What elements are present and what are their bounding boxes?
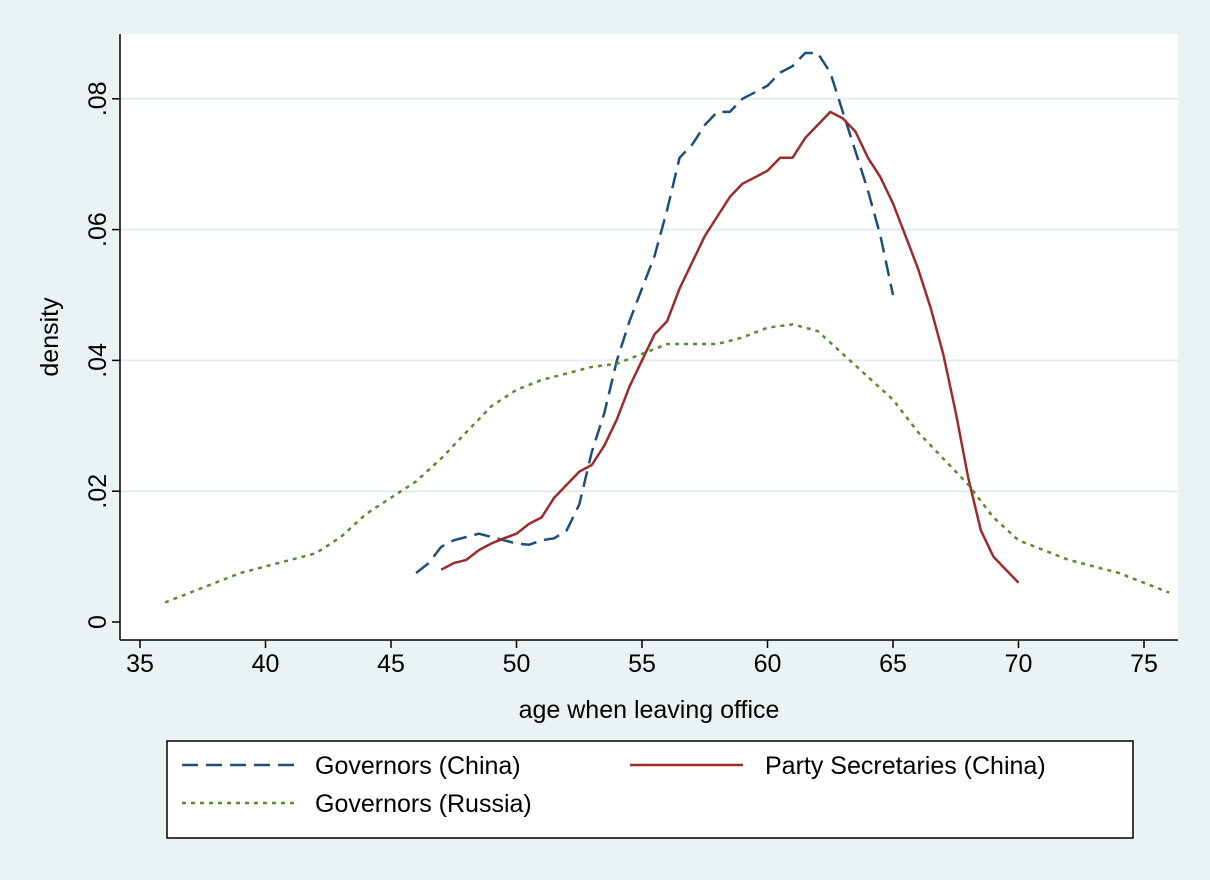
x-axis-ticks: 35 40 45 50 55 60 65 70 75 [126, 640, 1158, 678]
x-tick-label-1: 40 [252, 650, 280, 678]
plot-area [120, 34, 1178, 640]
y-tick-label-2: .04 [84, 343, 112, 378]
x-tick-label-2: 45 [377, 650, 405, 678]
x-tick-label-8: 75 [1130, 650, 1158, 678]
legend: Governors (China) Party Secretaries (Chin… [166, 740, 1134, 839]
legend-items: Governors (China) Party Secretaries (Chin… [182, 752, 1046, 818]
x-tick-label-4: 55 [628, 650, 656, 678]
y-axis-ticks: 0 .02 .04 .06 .08 [84, 81, 120, 629]
x-tick-label-7: 70 [1005, 650, 1033, 678]
x-axis-title: age when leaving office [519, 696, 780, 724]
series-line-2 [164, 323, 1170, 604]
y-tick-label-4: .08 [84, 81, 112, 116]
x-tick-label-5: 60 [754, 650, 782, 678]
x-tick-label-6: 65 [879, 650, 907, 678]
y-tick-label-0: 0 [84, 615, 112, 629]
legend-label-1: Party Secretaries (China) [765, 752, 1046, 780]
legend-label-0: Governors (China) [315, 752, 521, 780]
grid-lines [120, 97, 1178, 493]
series-line-0 [415, 51, 895, 574]
y-tick-label-3: .06 [84, 212, 112, 247]
legend-box [166, 740, 1134, 839]
y-axis-title: density [36, 297, 64, 377]
legend-label-2: Governors (Russia) [315, 790, 532, 818]
series-line-1 [440, 110, 1020, 584]
x-tick-label-0: 35 [126, 650, 154, 678]
y-tick-label-1: .02 [84, 474, 112, 509]
x-tick-label-3: 50 [503, 650, 531, 678]
series-group [164, 51, 1170, 604]
